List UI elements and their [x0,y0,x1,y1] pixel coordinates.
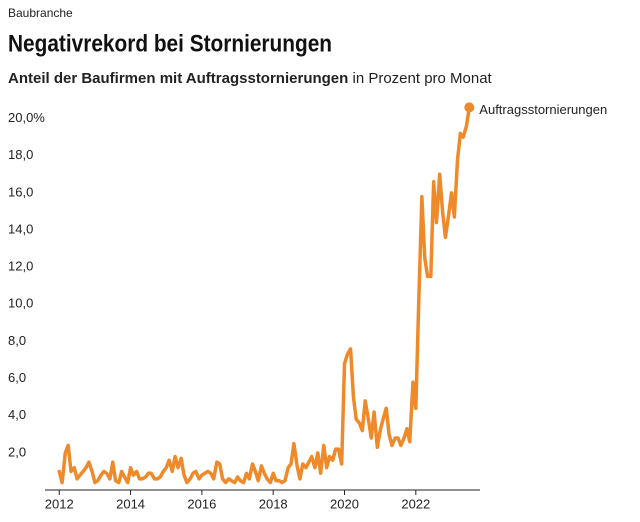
x-tick-label: 2014 [116,496,145,511]
subtitle: Anteil der Baufirmen mit Auftragsstornie… [8,70,493,87]
y-tick-label: 2,0 [8,444,26,459]
y-tick-label: 10,0 [8,296,33,311]
y-tick-label: 18,0 [8,147,33,162]
x-tick-label: 2016 [187,496,216,511]
line [57,105,472,485]
x-tick-label: 2018 [259,496,288,511]
end-dot [464,102,475,113]
chart-title: Negativrekord bei Stornierungen [8,30,332,57]
y-tick-label: 8,0 [8,333,26,348]
x-tick-label: 2012 [45,496,74,511]
x-tick-label: 2022 [401,496,430,511]
y-tick-label: 16,0 [8,184,33,199]
y-tick-label: 20,0% [8,110,45,125]
y-tick-label: 14,0 [8,221,33,236]
y-tick-label: 12,0 [8,259,33,274]
y-tick-label: 6,0 [8,370,26,385]
x-tick-label: 2020 [330,496,359,511]
kicker: Baubranche [8,6,73,20]
y-tick-label: 4,0 [8,407,26,422]
subtitle-text: in Prozent pro Monat [352,70,492,87]
subtitle-emphasis: Anteil der Baufirmen mit Auftragsstornie… [8,70,348,87]
series-label: Auftragsstornierungen [479,102,607,117]
